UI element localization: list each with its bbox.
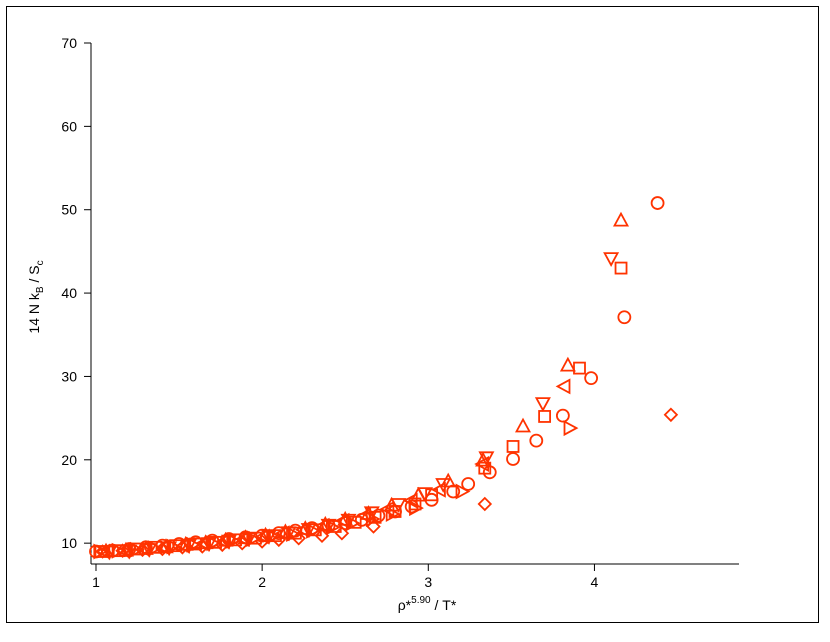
data-point-triangle-right <box>345 515 361 532</box>
y-tick-label: 10 <box>61 535 77 551</box>
data-point-triangle-right <box>130 541 145 558</box>
data-point-square <box>614 261 628 275</box>
data-point-triangle-down <box>390 498 407 513</box>
data-point-triangle-left <box>431 481 446 498</box>
x-tick-label: 3 <box>424 574 432 590</box>
x-axis-title-base: ρ* <box>398 597 412 613</box>
data-point-diamond <box>195 539 210 554</box>
data-point-triangle-left <box>474 455 490 473</box>
x-axis-title-tail: / T* <box>431 597 457 613</box>
data-point-square <box>506 440 520 453</box>
data-point-triangle-left <box>356 507 372 524</box>
y-tick-label: 60 <box>61 118 77 134</box>
data-points <box>89 196 679 561</box>
data-point-square <box>573 361 586 375</box>
data-point-diamond <box>477 496 493 512</box>
x-tick-label: 4 <box>591 574 599 590</box>
y-axis-title-sub1: B <box>35 286 46 293</box>
y-axis-title-pre: 14 N k <box>26 292 42 333</box>
data-point-triangle-right <box>166 538 182 555</box>
data-point-triangle-left <box>555 378 571 395</box>
data-point-circle <box>555 408 570 423</box>
data-point-triangle-right <box>148 540 163 557</box>
data-point-triangle-right <box>206 535 222 552</box>
data-point-diamond <box>291 530 306 546</box>
data-point-triangle-up <box>440 472 457 488</box>
x-axis-title-sup: 5.90 <box>411 595 431 606</box>
y-axis-title: 14 N kB / Sc <box>26 260 46 333</box>
data-point-triangle-left <box>294 521 310 538</box>
y-tick-label: 50 <box>61 202 77 218</box>
data-point-diamond <box>95 544 110 559</box>
data-point-circle <box>617 310 632 325</box>
chart-frame: 10 20 30 40 50 60 70 1 2 3 4 ρ*5.90 / T* 14 N kB … <box>6 6 819 623</box>
data-point-diamond <box>215 537 230 553</box>
data-point-diamond <box>254 534 270 549</box>
x-ticks: 1 2 3 4 <box>92 564 599 590</box>
data-point-triangle-left <box>235 530 250 548</box>
data-point-diamond <box>155 541 170 557</box>
data-point-triangle-left <box>314 517 330 534</box>
data-point-triangle-left <box>334 512 350 529</box>
data-point-triangle-right <box>455 483 471 500</box>
data-point-triangle-right <box>306 522 321 539</box>
data-point-diamond <box>271 532 287 548</box>
x-tick-label: 1 <box>92 574 100 590</box>
data-point-diamond <box>314 528 330 543</box>
y-tick-label: 40 <box>61 285 77 301</box>
data-point-triangle-right <box>409 500 424 517</box>
data-point-triangle-down <box>603 252 620 267</box>
data-point-diamond <box>175 540 190 555</box>
y-axis-title-mid: / S <box>26 265 42 286</box>
data-point-triangle-right <box>563 420 579 437</box>
data-point-triangle-right <box>385 505 401 523</box>
data-point-square <box>538 410 551 423</box>
y-axis-title-sub2: c <box>35 260 46 265</box>
data-point-triangle-right <box>325 519 341 536</box>
y-ticks: 10 20 30 40 50 60 70 <box>61 35 91 551</box>
data-point-triangle-up <box>559 356 576 372</box>
data-point-triangle-up <box>514 417 532 433</box>
data-point-triangle-down <box>416 487 434 502</box>
data-point-diamond <box>135 542 150 558</box>
data-point-circle <box>650 196 665 210</box>
x-tick-label: 2 <box>258 574 266 590</box>
data-point-triangle-up <box>475 451 492 467</box>
data-point-diamond <box>115 543 130 558</box>
data-point-diamond <box>234 535 250 551</box>
data-point-triangle-down <box>534 397 551 412</box>
axes <box>90 43 739 565</box>
data-point-circle <box>584 371 599 386</box>
y-tick-label: 70 <box>61 35 77 51</box>
data-point-triangle-right <box>246 530 262 548</box>
data-point-triangle-down <box>478 451 495 467</box>
data-point-diamond <box>366 519 381 534</box>
data-point-diamond <box>663 407 679 423</box>
data-point-diamond <box>334 525 350 541</box>
data-point-triangle-left <box>254 528 270 545</box>
data-point-triangle-right <box>226 532 242 549</box>
data-point-circle <box>461 477 476 491</box>
data-point-triangle-up <box>360 505 377 520</box>
x-axis-title: ρ*5.90 / T* <box>398 595 457 613</box>
data-point-triangle-right <box>186 536 202 553</box>
y-tick-label: 20 <box>61 452 77 468</box>
data-point-triangle-up <box>612 211 630 227</box>
scatter-chart: 10 20 30 40 50 60 70 1 2 3 4 ρ*5.90 / T* 14 N kB … <box>26 35 739 613</box>
y-tick-label: 30 <box>61 368 77 384</box>
data-point-circle <box>529 433 544 448</box>
data-point-circle <box>506 452 520 466</box>
